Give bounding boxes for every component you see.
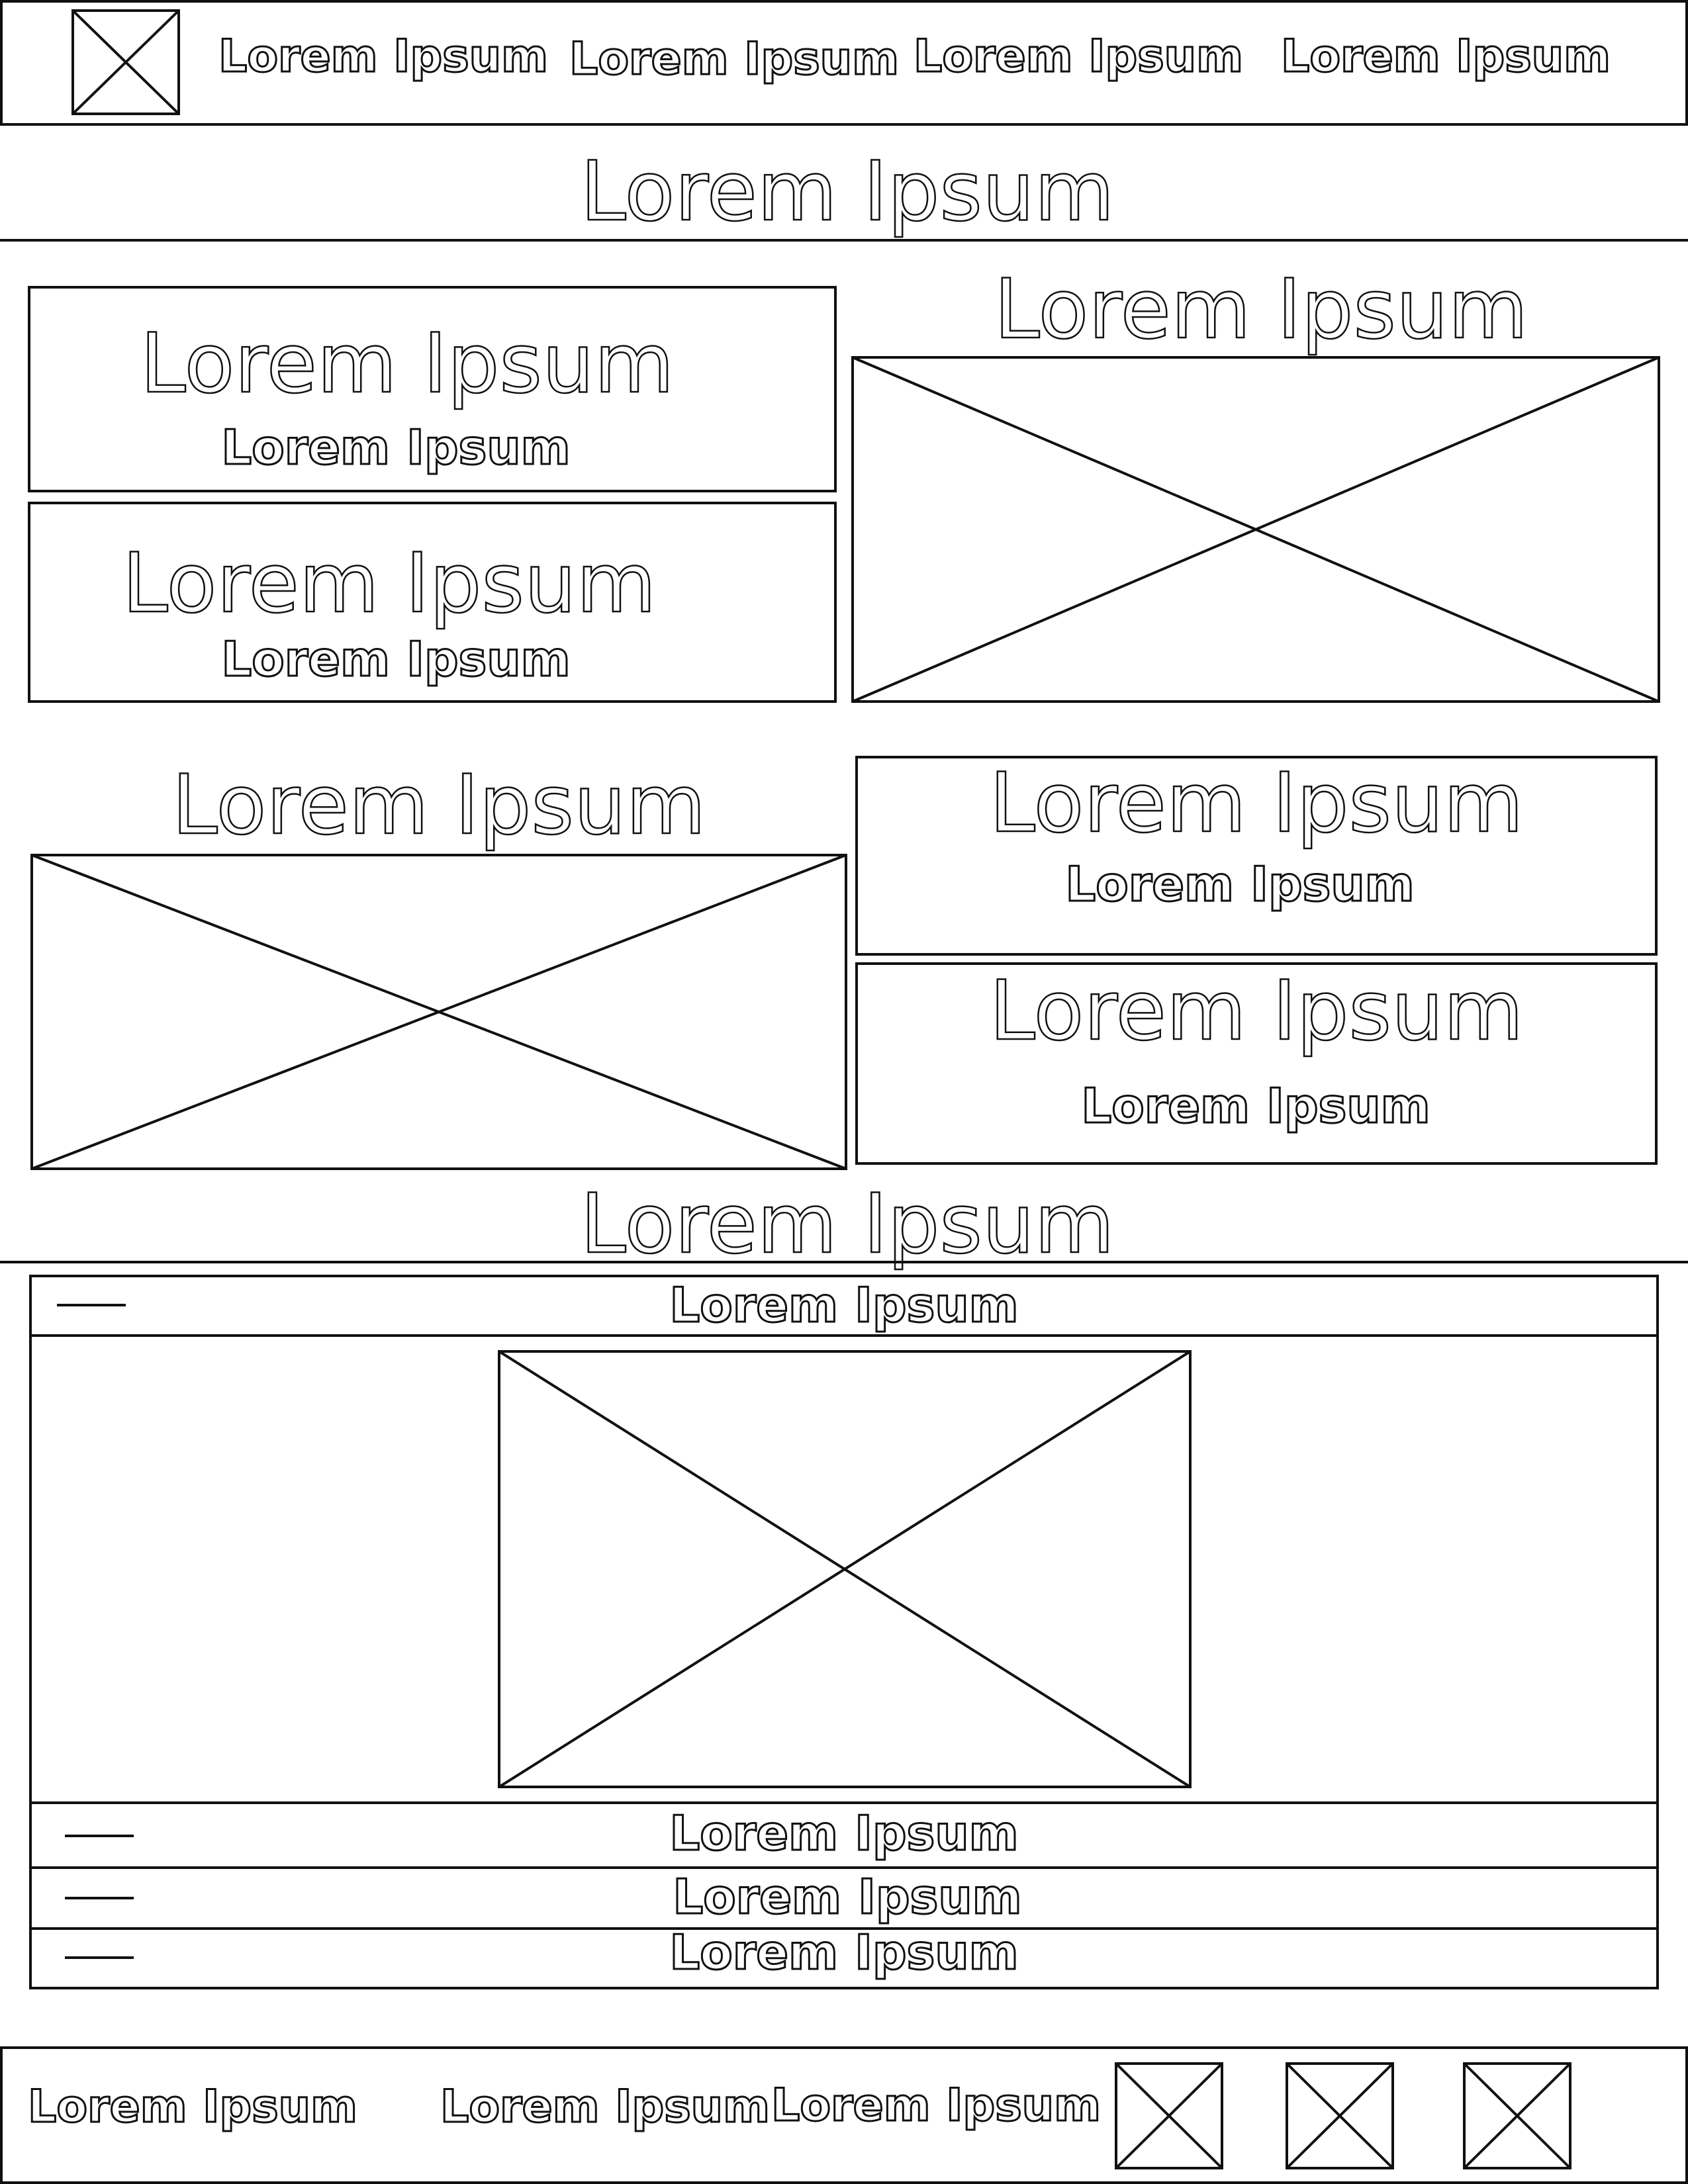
expand-icon[interactable] (65, 1835, 134, 1837)
card-subtitle: Lorem Ipsum (1080, 1078, 1431, 1134)
logo-placeholder-icon[interactable] (71, 9, 180, 115)
accordion (29, 1275, 1659, 1989)
card-title: Lorem Ipsum (988, 756, 1524, 851)
social-placeholder-icon[interactable] (1463, 2062, 1571, 2169)
nav-link-3[interactable]: Lorem Ipsum (913, 30, 1244, 83)
accordion-item-header[interactable]: Lorem Ipsum (669, 1277, 1019, 1333)
image-title: Lorem Ipsum (993, 262, 1528, 357)
card-title: Lorem Ipsum (988, 964, 1524, 1059)
card-subtitle: Lorem Ipsum (220, 420, 571, 475)
accordion-divider (29, 1334, 1659, 1337)
accordion-item-header[interactable]: Lorem Ipsum (669, 1925, 1019, 1980)
nav-link-1[interactable]: Lorem Ipsum (218, 30, 549, 83)
expand-icon[interactable] (65, 1897, 134, 1899)
footer-link-1[interactable]: Lorem Ipsum (27, 2081, 359, 2133)
collapse-icon[interactable] (57, 1304, 126, 1306)
social-placeholder-icon[interactable] (1115, 2062, 1223, 2169)
top-nav-bar (0, 0, 1688, 126)
card-title: Lorem Ipsum (139, 316, 675, 412)
card-title: Lorem Ipsum (121, 536, 657, 631)
feature-card[interactable] (28, 502, 837, 703)
expand-icon[interactable] (65, 1956, 134, 1959)
image-placeholder-icon (30, 854, 847, 1170)
footer-link-2[interactable]: Lorem Ipsum (440, 2081, 771, 2133)
section-title: Lorem Ipsum (579, 1177, 1115, 1272)
nav-link-4[interactable]: Lorem Ipsum (1280, 30, 1612, 83)
section-title: Lorem Ipsum (579, 144, 1115, 240)
accordion-divider (29, 1866, 1659, 1869)
image-title: Lorem Ipsum (171, 758, 706, 853)
accordion-divider (29, 1801, 1659, 1804)
footer-bar (0, 2046, 1688, 2184)
nav-link-2[interactable]: Lorem Ipsum (569, 33, 900, 85)
accordion-item-header[interactable]: Lorem Ipsum (669, 1805, 1019, 1861)
social-placeholder-icon[interactable] (1286, 2062, 1394, 2169)
image-placeholder-icon (851, 356, 1660, 703)
footer-link-3[interactable]: Lorem Ipsum (771, 2079, 1102, 2132)
accordion-divider (29, 1927, 1659, 1930)
accordion-item-header[interactable]: Lorem Ipsum (672, 1869, 1023, 1925)
image-placeholder-icon (498, 1350, 1192, 1788)
feature-card[interactable] (28, 286, 837, 492)
section-divider (0, 1261, 1688, 1263)
card-subtitle: Lorem Ipsum (1064, 856, 1415, 912)
feature-card[interactable] (855, 756, 1658, 956)
section-divider (0, 239, 1688, 242)
feature-card[interactable] (855, 962, 1658, 1165)
card-subtitle: Lorem Ipsum (220, 631, 571, 687)
